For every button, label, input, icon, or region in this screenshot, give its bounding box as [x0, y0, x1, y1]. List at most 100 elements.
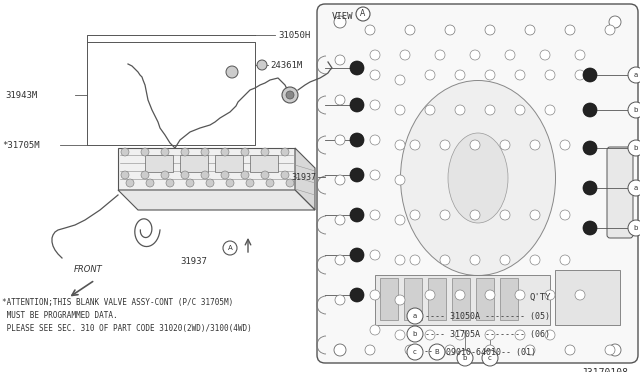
Text: a: a — [634, 72, 638, 78]
Circle shape — [365, 345, 375, 355]
Text: b: b — [413, 331, 417, 337]
Circle shape — [365, 25, 375, 35]
Circle shape — [334, 344, 346, 356]
Circle shape — [335, 215, 345, 225]
Circle shape — [286, 91, 294, 99]
Circle shape — [583, 103, 597, 117]
Circle shape — [485, 105, 495, 115]
Text: Q'TY: Q'TY — [529, 293, 551, 302]
Text: --: -- — [424, 347, 434, 356]
Ellipse shape — [448, 133, 508, 223]
Circle shape — [121, 148, 129, 156]
Circle shape — [435, 50, 445, 60]
Circle shape — [335, 255, 345, 265]
Circle shape — [186, 179, 194, 187]
Polygon shape — [180, 155, 208, 172]
Circle shape — [350, 288, 364, 302]
Circle shape — [261, 171, 269, 179]
Circle shape — [485, 25, 495, 35]
Circle shape — [241, 148, 249, 156]
Circle shape — [181, 148, 189, 156]
Circle shape — [628, 67, 640, 83]
Circle shape — [410, 140, 420, 150]
Bar — [555, 270, 620, 325]
Circle shape — [545, 105, 555, 115]
Circle shape — [141, 148, 149, 156]
Circle shape — [425, 70, 435, 80]
Text: A: A — [360, 10, 365, 19]
Circle shape — [201, 148, 209, 156]
Circle shape — [560, 210, 570, 220]
Circle shape — [395, 75, 405, 85]
Text: 31937: 31937 — [291, 173, 316, 182]
Circle shape — [505, 50, 515, 60]
Circle shape — [370, 135, 380, 145]
Circle shape — [609, 344, 621, 356]
Circle shape — [395, 215, 405, 225]
Circle shape — [335, 295, 345, 305]
Circle shape — [395, 175, 405, 185]
Circle shape — [470, 210, 480, 220]
Circle shape — [350, 98, 364, 112]
Circle shape — [407, 344, 423, 360]
Circle shape — [181, 171, 189, 179]
Circle shape — [560, 255, 570, 265]
Text: PLEASE SEE SEC. 310 OF PART CODE 31020(2WD)/3100(4WD): PLEASE SEE SEC. 310 OF PART CODE 31020(2… — [2, 324, 252, 333]
Text: ---- 31705A -------- (06): ---- 31705A -------- (06) — [425, 330, 550, 339]
Circle shape — [545, 290, 555, 300]
Circle shape — [350, 208, 364, 222]
Circle shape — [445, 25, 455, 35]
Circle shape — [405, 25, 415, 35]
Circle shape — [206, 179, 214, 187]
Circle shape — [525, 345, 535, 355]
Bar — [476, 278, 494, 320]
Circle shape — [395, 255, 405, 265]
Circle shape — [515, 330, 525, 340]
Circle shape — [223, 241, 237, 255]
Circle shape — [370, 100, 380, 110]
Circle shape — [425, 290, 435, 300]
Text: c: c — [488, 355, 492, 361]
Text: 31050H: 31050H — [278, 32, 310, 41]
Bar — [404, 278, 422, 320]
Text: b: b — [463, 355, 467, 361]
Circle shape — [575, 50, 585, 60]
Circle shape — [530, 140, 540, 150]
Circle shape — [560, 140, 570, 150]
Text: B: B — [435, 349, 440, 355]
FancyBboxPatch shape — [607, 147, 633, 238]
Circle shape — [583, 181, 597, 195]
Text: 09010-64010-- (01): 09010-64010-- (01) — [446, 347, 536, 356]
Text: ---- 31050A -------- (05): ---- 31050A -------- (05) — [425, 311, 550, 321]
Circle shape — [407, 326, 423, 342]
Circle shape — [530, 210, 540, 220]
Circle shape — [350, 248, 364, 262]
Circle shape — [201, 171, 209, 179]
Circle shape — [565, 25, 575, 35]
Bar — [375, 275, 550, 325]
Text: *31705M: *31705M — [2, 141, 40, 150]
Circle shape — [370, 250, 380, 260]
Circle shape — [540, 50, 550, 60]
Text: 31937: 31937 — [180, 257, 207, 266]
Circle shape — [335, 55, 345, 65]
Circle shape — [281, 171, 289, 179]
Circle shape — [350, 133, 364, 147]
Circle shape — [335, 175, 345, 185]
Circle shape — [425, 105, 435, 115]
Circle shape — [482, 350, 498, 366]
Circle shape — [485, 70, 495, 80]
Circle shape — [485, 345, 495, 355]
Circle shape — [370, 325, 380, 335]
Circle shape — [335, 95, 345, 105]
Circle shape — [445, 345, 455, 355]
Bar — [380, 278, 398, 320]
Circle shape — [515, 70, 525, 80]
Circle shape — [395, 295, 405, 305]
Circle shape — [545, 70, 555, 80]
Circle shape — [286, 179, 294, 187]
Circle shape — [575, 290, 585, 300]
Circle shape — [141, 171, 149, 179]
Circle shape — [565, 345, 575, 355]
Text: b: b — [634, 107, 638, 113]
